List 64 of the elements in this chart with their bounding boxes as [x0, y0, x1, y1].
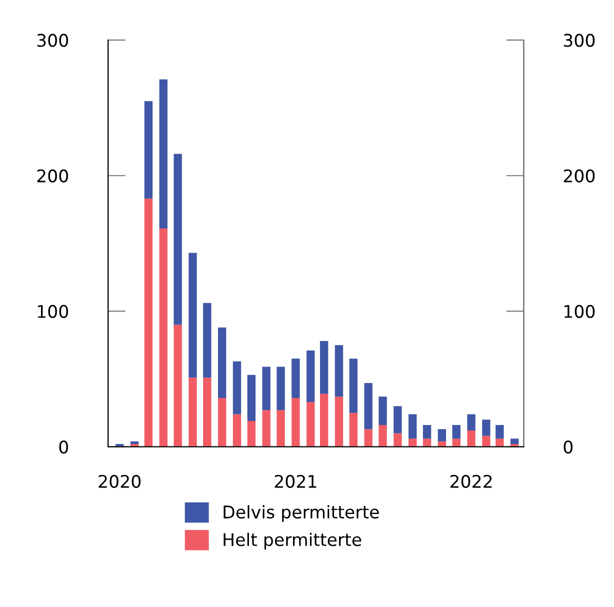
legend-label: Helt permitterte	[224, 532, 362, 550]
bar	[320, 394, 328, 447]
bar	[232, 414, 242, 447]
bar	[262, 366, 270, 410]
bar	[188, 252, 197, 378]
bar	[349, 358, 358, 413]
y-tick-label: 0	[59, 440, 68, 454]
bar	[276, 366, 285, 410]
bar	[320, 341, 328, 394]
bar	[306, 402, 315, 447]
x-tick-label: 2020	[98, 474, 141, 488]
bar	[364, 429, 372, 447]
bar	[334, 396, 344, 447]
bar	[247, 374, 256, 421]
bar	[144, 198, 153, 447]
bar	[510, 438, 519, 444]
bar	[203, 378, 212, 447]
y-tick-label: 100	[38, 304, 68, 318]
bar	[188, 378, 197, 447]
bar	[482, 420, 490, 436]
bar	[482, 436, 490, 447]
bar	[467, 414, 476, 430]
bar	[452, 438, 460, 447]
y-tick-label: 300	[37, 34, 68, 47]
bar	[422, 438, 432, 447]
bar	[452, 425, 460, 439]
bar	[130, 441, 139, 444]
bar	[218, 327, 226, 398]
x-tick-label: 2022	[450, 474, 492, 488]
bar	[203, 303, 212, 378]
bar	[334, 345, 344, 397]
bar	[496, 438, 504, 447]
bar	[144, 101, 153, 199]
bar	[496, 425, 504, 439]
bar	[262, 410, 270, 447]
bar	[218, 398, 226, 447]
y2-tick-label: 100	[564, 304, 595, 318]
bar	[247, 420, 256, 447]
bar	[438, 429, 446, 442]
bar	[349, 412, 358, 447]
bar	[232, 361, 242, 414]
bar	[394, 406, 402, 434]
bar	[408, 438, 417, 447]
bar	[394, 433, 402, 447]
y2-tick-label: 0	[564, 440, 573, 454]
legend-label: Delvis permitterte	[224, 505, 379, 522]
bar	[364, 383, 372, 430]
bar	[467, 430, 476, 447]
y2-tick-label: 200	[564, 169, 595, 182]
bar	[292, 398, 300, 447]
bar	[159, 228, 168, 447]
x-tick-label: 2021	[274, 474, 316, 488]
bar	[276, 410, 285, 447]
bar	[422, 425, 432, 439]
bar	[378, 396, 387, 426]
y-tick-label: 200	[37, 169, 68, 182]
bar	[306, 350, 315, 402]
bar	[159, 79, 168, 228]
bar	[174, 154, 182, 325]
bar	[378, 425, 387, 447]
bar	[408, 414, 417, 439]
bar	[292, 358, 300, 398]
y2-tick-label: 300	[564, 34, 595, 47]
bar	[174, 324, 182, 447]
